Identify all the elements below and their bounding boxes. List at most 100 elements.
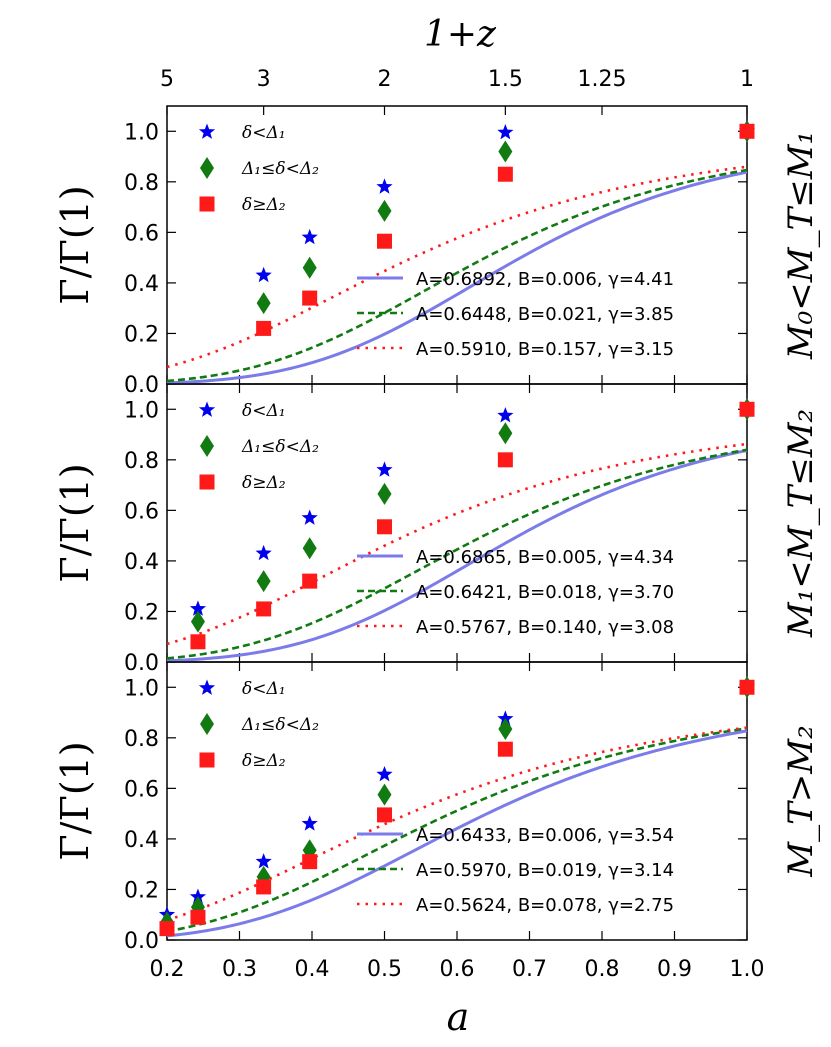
top-axis-tick-label: 3 bbox=[257, 67, 271, 92]
legend-label-mid: Δ₁≤δ<Δ₂ bbox=[241, 437, 319, 457]
y-tick-label: 0.0 bbox=[124, 929, 159, 954]
top-axis-tick-label: 1.25 bbox=[578, 67, 627, 92]
data-point-high bbox=[302, 290, 318, 306]
fit-legend-label-mid: A=0.5970, B=0.019, γ=3.14 bbox=[416, 860, 674, 881]
data-point-high bbox=[302, 854, 318, 870]
panel-3: 0.0 0.2 0.4 0.6 0.8 1.0 Γ/Γ(1) M_T>M₂ δ<Δ₁ Δ₁≤δ<Δ… bbox=[53, 661, 821, 954]
data-point-high bbox=[190, 634, 206, 650]
fit-curve-mid bbox=[167, 727, 747, 933]
legend-marker-high bbox=[199, 474, 215, 490]
top-axis: 1+z 5 3 2 1.5 1.25 1 bbox=[160, 14, 754, 115]
data-point-low bbox=[255, 853, 272, 869]
legend-marker-high bbox=[199, 196, 215, 212]
x-tick-label: 0.4 bbox=[295, 957, 330, 982]
y-tick-label: 0.4 bbox=[124, 272, 159, 297]
y-axis-label: Γ/Γ(1) bbox=[53, 741, 97, 860]
fit-curve-mid bbox=[167, 448, 747, 660]
legend-label-mid: Δ₁≤δ<Δ₂ bbox=[241, 159, 319, 179]
y-tick-label: 0.6 bbox=[124, 221, 159, 246]
legend-label-low: δ<Δ₁ bbox=[242, 401, 286, 421]
data-point-mid bbox=[377, 199, 392, 222]
y-tick-label: 0.8 bbox=[124, 449, 159, 474]
y-tick-label: 0.0 bbox=[124, 651, 159, 676]
top-axis-tick-label: 5 bbox=[160, 67, 174, 92]
y-tick-label: 0.8 bbox=[124, 727, 159, 752]
legend-label-high: δ≥Δ₂ bbox=[242, 751, 286, 771]
data-point-high bbox=[302, 573, 318, 589]
fit-legend-label-high: A=0.5624, B=0.078, γ=2.75 bbox=[416, 895, 674, 916]
fit-curve-low bbox=[167, 729, 747, 938]
legend-marker-mid bbox=[200, 435, 214, 457]
data-point-mid bbox=[302, 256, 317, 279]
y-axis-label: Γ/Γ(1) bbox=[53, 185, 97, 304]
panel-2: 0.0 0.2 0.4 0.6 0.8 1.0 Γ/Γ(1) M₁<M_T≤M₂ δ<Δ₁ Δ₁≤… bbox=[53, 383, 821, 676]
panels: 0.0 0.2 0.4 0.6 0.8 1.0 Γ/Γ(1) M₀<M_T≤M₁ δ<Δ₁ Δ₁≤… bbox=[53, 105, 821, 954]
fit-curve-mid bbox=[167, 168, 747, 383]
x-tick-label: 0.7 bbox=[512, 957, 547, 982]
data-point-mid bbox=[256, 570, 271, 593]
fit-legend-label-high: A=0.5910, B=0.157, γ=3.15 bbox=[416, 339, 674, 360]
fit-curve-low bbox=[167, 448, 747, 662]
data-point-high bbox=[377, 519, 392, 535]
fit-legend-label-low: A=0.6433, B=0.006, γ=3.54 bbox=[416, 825, 674, 846]
data-point-high bbox=[256, 879, 272, 895]
x-tick-label: 0.9 bbox=[657, 957, 692, 982]
y-axis-label: Γ/Γ(1) bbox=[53, 463, 97, 582]
x-tick-label: 1.0 bbox=[730, 957, 765, 982]
y-tick-label: 0.2 bbox=[124, 322, 159, 347]
panel-side-label: M₁<M_T≤M₂ bbox=[781, 409, 821, 638]
data-point-low bbox=[497, 124, 514, 140]
top-axis-tick-label: 1.5 bbox=[488, 67, 523, 92]
data-point-mid bbox=[498, 140, 513, 163]
data-point-mid bbox=[256, 292, 271, 315]
data-point-high bbox=[377, 233, 392, 249]
y-tick-label: 0.6 bbox=[124, 499, 159, 524]
fit-curve-low bbox=[167, 170, 747, 384]
data-point-high bbox=[497, 741, 513, 757]
x-tick-label: 0.2 bbox=[150, 957, 185, 982]
data-point-mid bbox=[190, 610, 205, 633]
y-tick-label: 0.0 bbox=[124, 373, 159, 398]
legend-label-mid: Δ₁≤δ<Δ₂ bbox=[241, 715, 319, 735]
data-point-mid bbox=[498, 422, 513, 445]
data-point-low bbox=[497, 407, 514, 423]
data-point-low bbox=[301, 228, 318, 245]
legend-label-low: δ<Δ₁ bbox=[242, 679, 286, 699]
fit-legend-label-low: A=0.6865, B=0.005, γ=4.34 bbox=[416, 547, 674, 568]
legend-marker-low bbox=[198, 401, 216, 417]
panel-side-label: M₀<M_T≤M₁ bbox=[781, 131, 821, 360]
x-tick-label: 0.3 bbox=[222, 957, 257, 982]
y-tick-label: 0.2 bbox=[124, 600, 159, 625]
top-axis-tick-label: 1 bbox=[740, 67, 754, 92]
legend-marker-mid bbox=[200, 713, 214, 735]
y-tick-label: 0.6 bbox=[124, 777, 159, 802]
legend-label-low: δ<Δ₁ bbox=[242, 123, 286, 143]
data-point-high bbox=[256, 601, 272, 617]
data-point-high bbox=[497, 166, 513, 182]
fit-legend-label-low: A=0.6892, B=0.006, γ=4.41 bbox=[416, 269, 674, 290]
data-point-low bbox=[301, 509, 318, 525]
y-tick-label: 1.0 bbox=[124, 120, 159, 145]
data-point-low bbox=[255, 544, 272, 561]
fit-legend-label-mid: A=0.6448, B=0.021, γ=3.85 bbox=[416, 304, 674, 325]
data-point-mid bbox=[498, 717, 513, 740]
y-tick-label: 0.4 bbox=[124, 828, 159, 853]
data-point-low bbox=[255, 266, 272, 283]
legend-marker-mid bbox=[200, 157, 214, 179]
legend-label-high: δ≥Δ₂ bbox=[242, 195, 286, 215]
panel-1: 0.0 0.2 0.4 0.6 0.8 1.0 Γ/Γ(1) M₀<M_T≤M₁ δ<Δ₁ Δ₁≤… bbox=[53, 105, 821, 398]
data-point-high bbox=[159, 921, 175, 937]
fit-legend-label-mid: A=0.6421, B=0.018, γ=3.70 bbox=[416, 582, 674, 603]
panel-side-label: M_T>M₂ bbox=[781, 725, 821, 877]
data-point-low bbox=[376, 765, 393, 782]
y-tick-label: 0.2 bbox=[124, 878, 159, 903]
data-point-mid bbox=[377, 783, 392, 806]
legend-marker-low bbox=[198, 123, 216, 139]
y-tick-label: 1.0 bbox=[124, 676, 159, 701]
x-tick-label: 0.5 bbox=[367, 957, 402, 982]
data-point-low bbox=[376, 461, 393, 477]
data-point-high bbox=[377, 807, 392, 823]
y-tick-label: 1.0 bbox=[124, 398, 159, 423]
fit-legend-label-high: A=0.5767, B=0.140, γ=3.08 bbox=[416, 617, 674, 638]
